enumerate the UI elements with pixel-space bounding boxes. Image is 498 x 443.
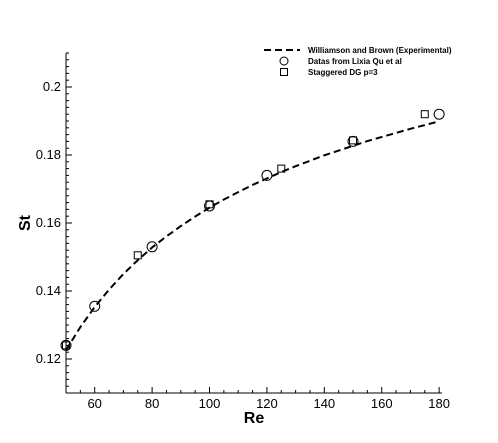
circle-marker [433,108,445,120]
square-marker [420,110,429,119]
experimental-curve-line [65,120,440,351]
circle-marker [89,300,101,312]
y-axis-label: St [17,214,34,231]
legend: Williamson and Brown (Experimental) Datas… [264,46,452,77]
legend-square-symbol [280,68,288,76]
x-tick-label: 160 [371,396,393,411]
y-tick-label: 0.2 [43,79,61,94]
circle-marker [60,339,72,351]
x-tick-label: 140 [313,396,335,411]
x-tick-label: 60 [87,396,101,411]
plot-frame [65,53,442,394]
y-tick-label: 0.14 [36,283,61,298]
x-tick-label: 120 [256,396,278,411]
x-tick-label: 80 [145,396,159,411]
square-marker [62,341,70,350]
y-tick-label: 0.16 [36,215,61,230]
x-tick-label: 180 [428,396,450,411]
y-tick-label: 0.18 [36,147,61,162]
legend-label: Staggered DG p=3 [308,68,378,77]
legend-label: Datas from Lixia Qu et al [308,57,402,66]
legend-label: Williamson and Brown (Experimental) [308,46,452,55]
x-tick-label: 100 [199,396,221,411]
legend-circle-symbol [279,56,289,66]
series-layer [60,108,445,351]
y-ticks: 0.12 0.14 0.16 0.18 0.2 [36,52,72,394]
x-ticks: 60 80 100 120 140 160 180 [65,387,450,411]
y-tick-label: 0.12 [36,351,61,366]
x-axis-label: Re [244,410,265,427]
square-marker [205,200,214,209]
circle-marker [261,169,273,181]
square-marker [277,164,286,173]
square-marker [133,251,142,260]
square-marker [349,136,358,145]
circle-marker [146,241,158,253]
